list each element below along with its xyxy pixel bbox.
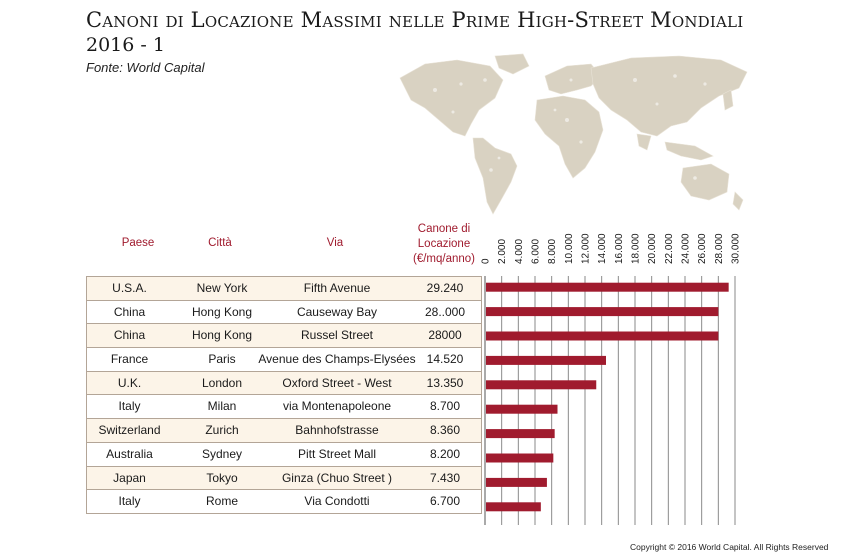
world-map-icon: [399, 53, 748, 215]
cell-country: China: [113, 304, 146, 319]
cell-city: Hong Kong: [191, 328, 253, 343]
cell-street: Avenue des Champs-Elysées: [258, 352, 416, 367]
table-row: China Hong Kong Causeway Bay 28..000: [86, 299, 482, 324]
cell-country: Switzerland: [98, 423, 161, 438]
cell-street: Via Condotti: [304, 494, 370, 509]
cell-city: London: [201, 375, 243, 390]
x-tick-label: 18.000: [631, 233, 642, 264]
footer: Copyright © 2016 World Capital. All Righ…: [630, 542, 828, 552]
x-tick-label: 24.000: [681, 233, 692, 264]
cell-city: Rome: [205, 494, 238, 509]
x-tick-label: 10.000: [564, 233, 575, 264]
table-row: Japan Tokyo Ginza (Chuo Street ) 7.430: [86, 465, 482, 490]
cell-street: Fifth Avenue: [303, 281, 371, 295]
cell-country: Japan: [113, 470, 146, 485]
bar: [486, 453, 554, 463]
x-tick-label: 20.000: [647, 233, 658, 264]
table-row: Italy Milan via Montenapoleone 8.700: [86, 394, 482, 419]
x-tick-label: 14.000: [597, 233, 608, 264]
table-row: China Hong Kong Russel Street 28000: [86, 323, 482, 348]
header-city: Città: [208, 237, 232, 249]
cell-country: France: [110, 352, 149, 367]
header-country: Paese: [121, 237, 155, 249]
bar: [486, 331, 719, 341]
cell-rent: 28000: [428, 328, 462, 343]
bar: [486, 477, 547, 487]
header-rent-line2: Locazione: [417, 238, 471, 250]
header-rent-line1: Canone di: [417, 223, 471, 235]
x-tick-label: 6.000: [531, 239, 542, 264]
chart-subtitle: 2016 - 1: [86, 34, 165, 56]
table-row: Australia Sydney Pitt Street Mall 8.200: [86, 441, 482, 466]
cell-rent: 8.700: [429, 399, 461, 414]
cell-city: Milan: [207, 399, 237, 414]
cell-rent: 7.430: [429, 470, 461, 485]
cell-city: Tokyo: [206, 470, 238, 485]
footer-rights: World Capital. All Rights Reserved: [698, 542, 829, 552]
cell-street: Russel Street: [300, 328, 374, 343]
bar: [486, 429, 555, 439]
rent-table: U.S.A. New York Fifth Avenue 29.240 China Hon…: [86, 276, 482, 514]
table-row: Switzerland Zurich Bahnhofstrasse 8.360: [86, 418, 482, 442]
cell-city: New York: [196, 281, 248, 295]
source-note: Fonte: World Capital: [86, 60, 205, 75]
cell-rent: 13.350: [426, 375, 464, 390]
cell-city: Zurich: [205, 423, 239, 438]
x-tick-label: 8.000: [547, 239, 558, 264]
table-bottom-border: [86, 512, 482, 514]
cell-country: U.K.: [117, 375, 142, 390]
chart-title: Canoni di Locazione Massimi nelle Prime …: [86, 8, 744, 32]
cell-country: Australia: [106, 446, 153, 461]
x-tick-label: 30.000: [731, 233, 742, 264]
cell-street: Oxford Street - West: [282, 375, 392, 390]
header-street: Via: [326, 237, 344, 249]
bar: [486, 307, 719, 317]
bar: [486, 404, 558, 414]
table-row: France Paris Avenue des Champs-Elysées 14.5…: [86, 347, 482, 371]
cell-rent: 28..000: [424, 304, 466, 319]
x-tick-label: 12.000: [581, 233, 592, 264]
x-tick-label: 26.000: [697, 233, 708, 264]
cell-city: Hong Kong: [191, 304, 253, 319]
bar: [486, 282, 729, 292]
cell-rent: 8.200: [429, 446, 461, 461]
x-tick-label: 28.000: [714, 233, 725, 264]
x-tick-label: 4.000: [514, 239, 525, 264]
footer-copyright: Copyright © 2016: [630, 542, 697, 552]
table-row: Italy Rome Via Condotti 6.700: [86, 489, 482, 513]
cell-street: Pitt Street Mall: [297, 446, 377, 461]
cell-country: Italy: [118, 399, 141, 414]
cell-rent: 8.360: [429, 423, 461, 438]
cell-rent: 14.520: [426, 352, 464, 367]
bar: [486, 502, 541, 512]
cell-street: via Montenapoleone: [282, 399, 392, 414]
bar: [486, 380, 597, 390]
x-tick-label: 16.000: [614, 233, 625, 264]
x-tick-label: 2.000: [497, 239, 508, 264]
cell-country: China: [113, 328, 146, 343]
x-tick-label: 0: [481, 258, 492, 264]
cell-rent: 29.240: [426, 281, 464, 295]
cell-street: Causeway Bay: [296, 304, 378, 319]
cell-rent: 6.700: [429, 494, 461, 509]
cell-city: Paris: [208, 352, 236, 367]
cell-city: Sydney: [201, 446, 243, 461]
table-row: U.K. London Oxford Street - West 13.350: [86, 370, 482, 395]
cell-street: Ginza (Chuo Street ): [281, 470, 393, 485]
header-rent-line3: (€/mq/anno): [412, 253, 475, 265]
x-tick-label: 22.000: [664, 233, 675, 264]
cell-country: Italy: [118, 494, 141, 509]
cell-street: Bahnhofstrasse: [295, 423, 379, 438]
bar: [486, 355, 606, 365]
table-row: U.S.A. New York Fifth Avenue 29.240: [86, 276, 482, 300]
cell-country: U.S.A.: [112, 281, 147, 295]
header-rent: Canone di Locazione (€/mq/anno): [404, 222, 484, 267]
